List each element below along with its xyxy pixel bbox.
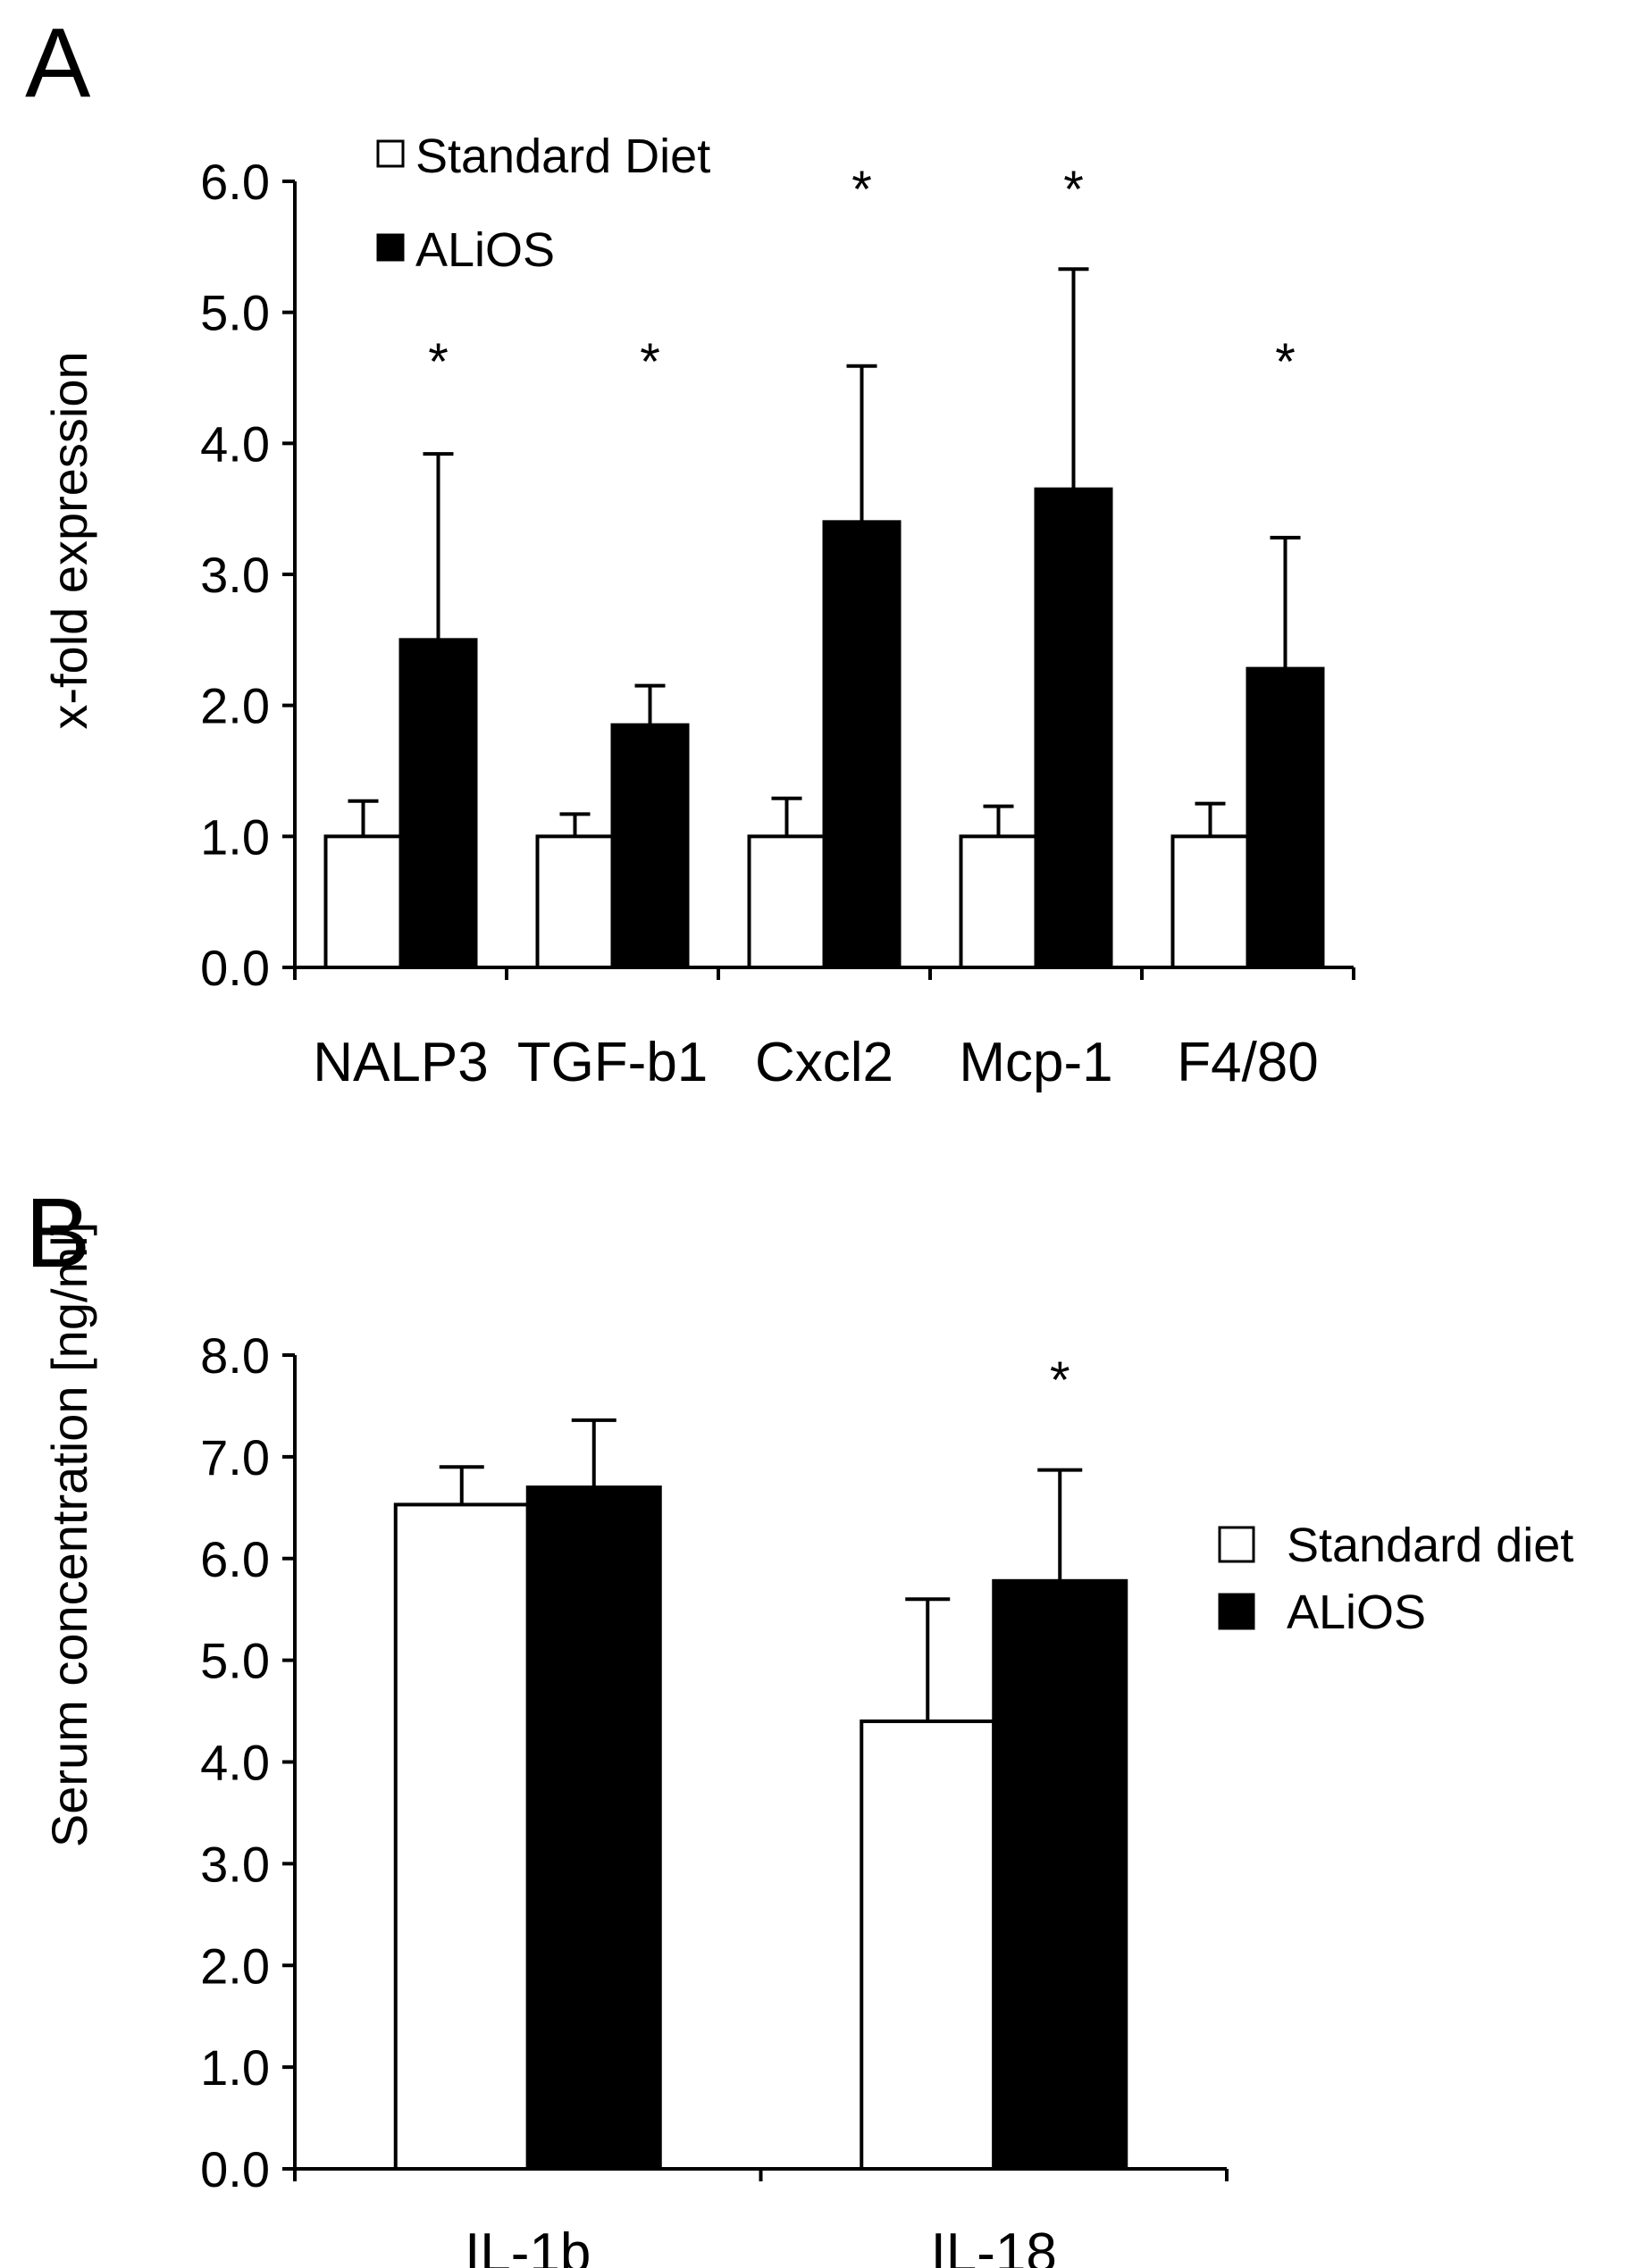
y-tick-label: 4.0 xyxy=(200,1735,270,1791)
significance-star: * xyxy=(1275,333,1296,391)
y-tick-label: 2.0 xyxy=(200,678,270,734)
bar-standard-diet xyxy=(860,1719,996,2171)
legend-label-standard-diet: Standard diet xyxy=(1287,1519,1573,1572)
bar-standard-diet xyxy=(535,834,615,969)
y-tick-label: 2.0 xyxy=(200,1937,270,1994)
panel-letter-b: B xyxy=(25,1178,90,1288)
y-tick-label: 3.0 xyxy=(200,547,270,603)
legend-label-alios: ALiOS xyxy=(1287,1586,1426,1639)
category-label: F4/80 xyxy=(1177,1032,1319,1093)
chart-a: x-fold expression Standard Diet ALiOS 0.… xyxy=(41,130,1355,1093)
y-tick-label: 0.0 xyxy=(200,2141,270,2197)
y-axis-label-b: Serum concentration [ng/ml] xyxy=(41,1222,97,1847)
legend-swatch-standard-diet xyxy=(1218,1526,1255,1563)
category-label: IL-1b xyxy=(465,2222,591,2268)
bar-alios xyxy=(610,723,690,970)
y-tick-label: 0.0 xyxy=(200,940,270,996)
significance-star: * xyxy=(1063,161,1084,219)
significance-star: * xyxy=(428,333,449,391)
y-tick-label: 3.0 xyxy=(200,1836,270,1892)
y-tick-label: 8.0 xyxy=(200,1327,270,1384)
y-tick-label: 7.0 xyxy=(200,1429,270,1485)
y-tick-label: 4.0 xyxy=(200,415,270,472)
bar-standard-diet xyxy=(393,1502,530,2171)
bar-alios xyxy=(525,1485,662,2171)
bar-standard-diet xyxy=(747,834,826,969)
significance-star: * xyxy=(1050,1352,1070,1410)
y-tick-label: 5.0 xyxy=(200,285,270,341)
bar-standard-diet xyxy=(1170,834,1250,969)
bar-alios xyxy=(1246,666,1325,969)
y-tick-label: 6.0 xyxy=(200,1531,270,1587)
legend-swatch-alios xyxy=(376,233,405,262)
significance-star: * xyxy=(851,161,872,219)
legend-swatch-alios xyxy=(1218,1593,1255,1630)
y-tick-label: 6.0 xyxy=(200,154,270,210)
bar-standard-diet xyxy=(959,834,1038,969)
category-label: Mcp-1 xyxy=(959,1032,1112,1093)
significance-star: * xyxy=(640,333,660,391)
legend-label-standard-diet: Standard Diet xyxy=(415,130,710,183)
bar-alios xyxy=(398,638,478,969)
chart-b: Serum concentration [ng/ml] Standard die… xyxy=(41,1222,1573,2268)
y-tick-label: 5.0 xyxy=(200,1633,270,1689)
legend-label-alios: ALiOS xyxy=(415,223,555,277)
bar-alios xyxy=(992,1578,1128,2171)
category-label: NALP3 xyxy=(313,1032,488,1093)
category-label: IL-18 xyxy=(931,2222,1057,2268)
bar-standard-diet xyxy=(323,834,403,969)
bar-alios xyxy=(822,520,902,969)
legend-swatch-standard-diet xyxy=(376,139,405,168)
legend-a: Standard Diet ALiOS xyxy=(376,130,710,277)
category-label: TGF-b1 xyxy=(517,1032,709,1093)
category-label: Cxcl2 xyxy=(755,1032,893,1093)
panel-letter-a: A xyxy=(25,8,91,118)
y-tick-label: 1.0 xyxy=(200,808,270,865)
legend-b: Standard diet ALiOS xyxy=(1218,1519,1573,1639)
bar-alios xyxy=(1034,487,1113,969)
y-axis-label-a: x-fold expression xyxy=(41,351,97,729)
y-tick-label: 1.0 xyxy=(200,2039,270,2096)
